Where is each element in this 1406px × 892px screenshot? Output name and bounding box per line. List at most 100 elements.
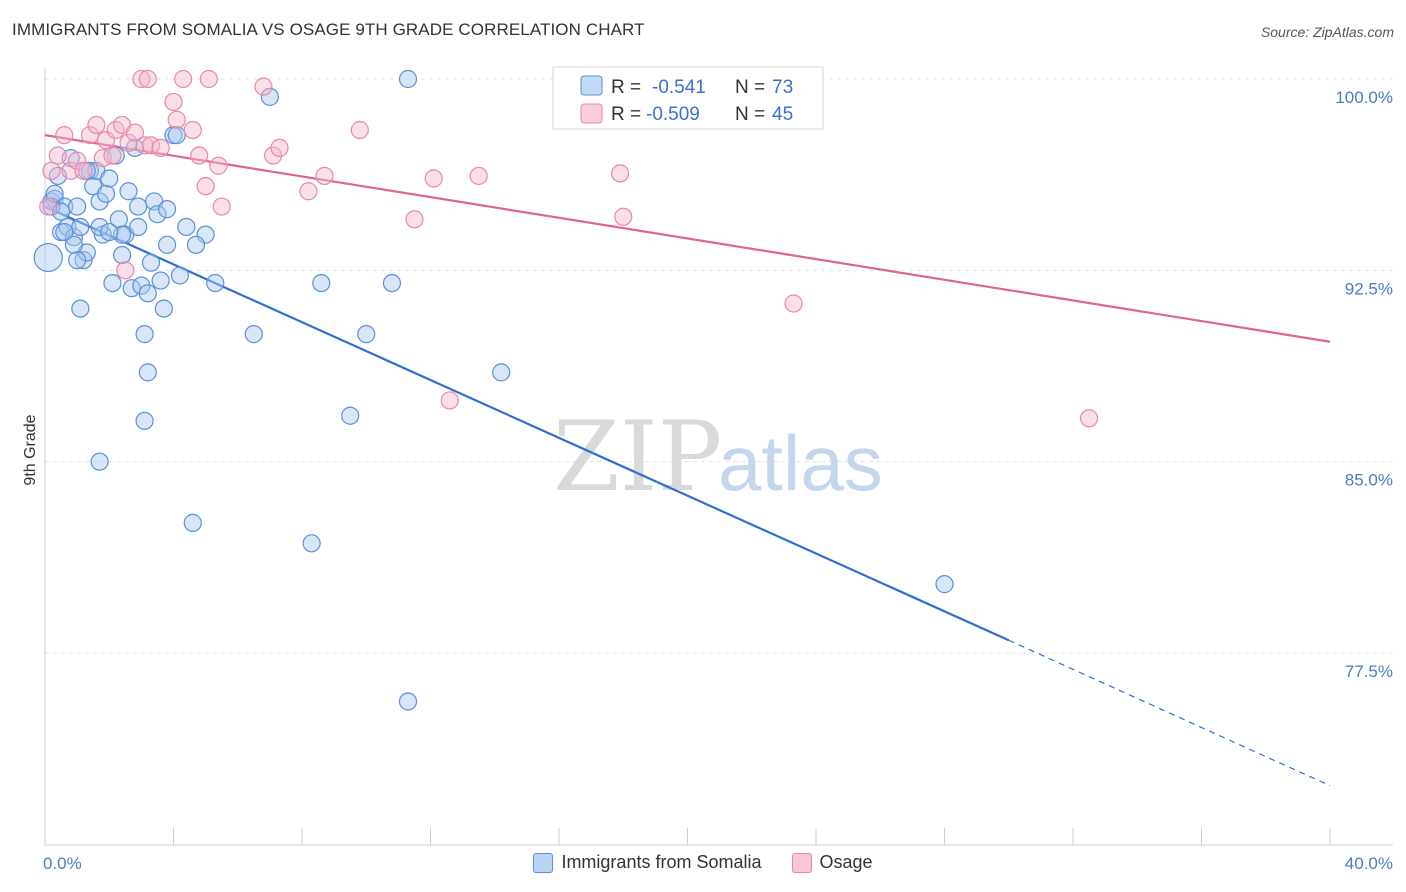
osage-point-27 (132, 69, 151, 89)
y-tick-label-1: 92.5% (1345, 279, 1393, 298)
somalia-point-25 (119, 182, 138, 201)
somalia-point-68 (157, 200, 177, 219)
legend-item-somalia[interactable]: Immigrants from Somalia (533, 852, 762, 873)
somalia-point-43 (141, 253, 161, 272)
series-osage-points (39, 69, 1099, 428)
watermark: ZIP atlas (553, 401, 883, 513)
somalia-point-8 (64, 228, 84, 247)
osage-point-0 (39, 197, 58, 216)
legend-item-osage[interactable]: Osage (791, 852, 873, 873)
osage-point-41 (614, 207, 633, 226)
somalia-point-10 (71, 217, 90, 237)
x-tick-label-0: 0.0% (43, 854, 82, 873)
y-tick-labels: 100.0% 92.5% 85.0% 77.5% (1335, 88, 1393, 681)
chart-source: Source: ZipAtlas.com (1260, 24, 1394, 40)
legend-swatch-osage (791, 852, 812, 873)
somalia-point-53 (357, 325, 376, 344)
osage-point-33 (299, 182, 318, 201)
osage-point-5 (68, 151, 87, 170)
somalia-point-50 (260, 87, 279, 106)
osage-point-28 (138, 69, 157, 89)
osage-point-7 (80, 126, 100, 145)
osage-point-18 (151, 138, 170, 157)
somalia-point-66 (100, 222, 119, 242)
somalia-point-67 (129, 197, 148, 216)
somalia-point-19 (100, 169, 119, 188)
legend-label-somalia: Immigrants from Somalia (561, 852, 762, 872)
osage-trend-line (44, 134, 1331, 343)
somalia-point-44 (135, 325, 154, 344)
osage-point-2 (48, 146, 67, 165)
osage-point-20 (167, 110, 186, 129)
somalia-point-41 (90, 217, 109, 237)
legend-n-value-2: 45 (772, 104, 793, 125)
legend-label-osage: Osage (819, 852, 873, 872)
x-tick-label-1: 40.0% (1345, 854, 1393, 873)
somalia-point-56 (492, 363, 511, 382)
somalia-point-58 (398, 692, 418, 711)
chart-title: IMMIGRANTS FROM SOMALIA VS OSAGE 9TH GRA… (12, 20, 645, 39)
osage-point-3 (55, 126, 74, 145)
legend-r-label-1: R = (611, 77, 641, 98)
somalia-point-57 (302, 534, 321, 553)
legend-box: R = -0.541 N = 73 R = -0.509 N = 45 (552, 66, 824, 130)
somalia-trend-extension (1008, 639, 1331, 787)
osage-point-23 (190, 146, 209, 165)
somalia-point-33 (151, 271, 170, 290)
osage-point-22 (183, 120, 202, 140)
legend-n-label-2: N = (735, 104, 765, 125)
osage-point-40 (610, 164, 630, 183)
osage-point-1 (42, 161, 61, 180)
series-somalia-points (33, 69, 954, 711)
somalia-point-40 (71, 299, 90, 318)
osage-point-39 (469, 166, 488, 186)
y-axis-label: 9th Grade (22, 414, 39, 485)
somalia-point-28 (129, 217, 148, 237)
legend-r-value-1: -0.541 (652, 77, 706, 98)
watermark-zip: ZIP (553, 401, 722, 513)
somalia-point-39 (68, 251, 87, 270)
osage-point-15 (125, 123, 145, 142)
somalia-point-9 (68, 197, 87, 216)
somalia-point-35 (157, 235, 177, 254)
somalia-point-30 (138, 284, 157, 303)
somalia-point-64 (64, 235, 84, 254)
somalia-point-54 (382, 273, 402, 293)
osage-point-43 (1079, 409, 1099, 428)
osage-point-4 (61, 161, 80, 180)
somalia-point-55 (398, 69, 418, 89)
legend-r-label-2: R = (611, 104, 641, 125)
osage-point-24 (196, 177, 215, 196)
legend-n-label-1: N = (735, 77, 765, 98)
osage-point-19 (164, 92, 183, 112)
legend-swatch-osage (580, 103, 603, 124)
somalia-point-72 (186, 235, 206, 254)
osage-point-35 (350, 120, 369, 140)
somalia-point-22 (109, 210, 128, 229)
osage-point-11 (103, 146, 122, 165)
legend-r-value-2: -0.509 (646, 104, 700, 125)
osage-point-38 (440, 391, 459, 410)
somalia-point-48 (183, 513, 202, 532)
somalia-point-59 (935, 575, 954, 594)
osage-point-36 (405, 210, 424, 229)
grid-lines (45, 78, 1393, 654)
somalia-point-71 (206, 273, 225, 293)
osage-point-32 (270, 138, 289, 157)
osage-point-25 (209, 156, 228, 175)
somalia-point-23 (112, 245, 132, 265)
somalia-point-63 (55, 222, 74, 242)
y-tick-label-2: 85.0% (1345, 471, 1393, 490)
osage-point-29 (199, 69, 218, 89)
somalia-point-34 (154, 299, 173, 318)
osage-point-30 (254, 77, 273, 96)
osage-point-8 (87, 115, 106, 135)
somalia-point-52 (341, 406, 360, 425)
somalia-point-5 (55, 197, 74, 216)
somalia-trend-line (44, 205, 1010, 642)
somalia-point-46 (135, 411, 154, 430)
y-tick-label-0: 100.0% (1335, 88, 1393, 107)
somalia-point-6 (58, 217, 77, 237)
bottom-legend: Immigrants from Somalia Osage (0, 852, 1406, 873)
